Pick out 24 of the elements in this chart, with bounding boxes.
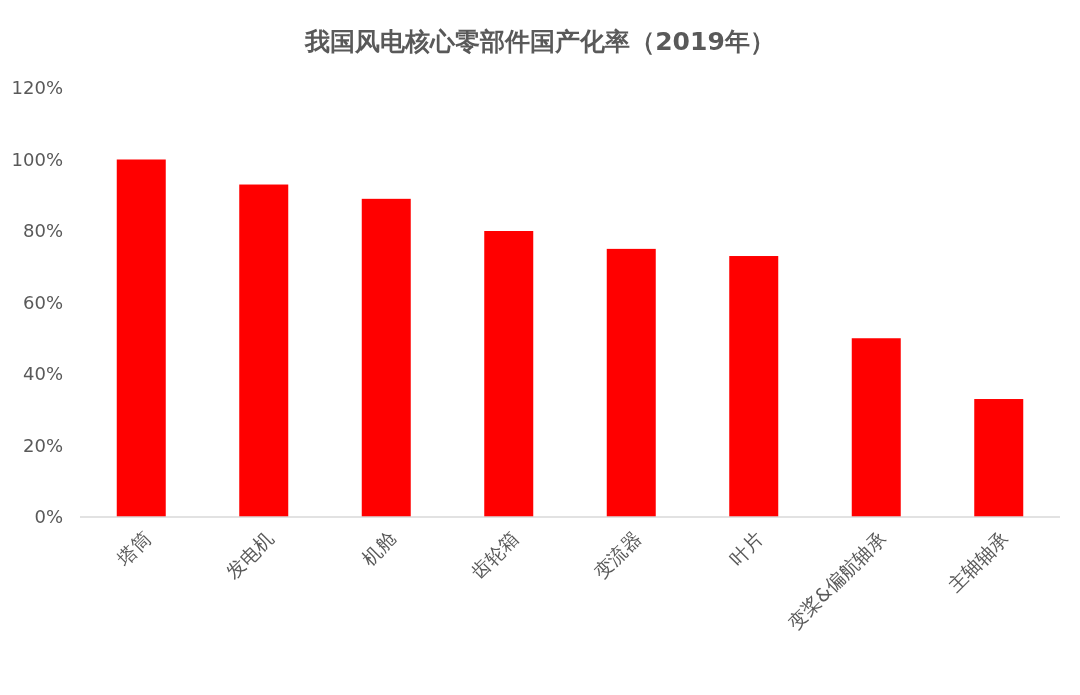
- bar: [606, 248, 656, 517]
- x-tick-label: 变流器: [588, 526, 645, 583]
- x-tick-label: 发电机: [221, 526, 278, 583]
- y-tick-label: 80%: [22, 220, 63, 242]
- y-tick-label: 40%: [22, 363, 63, 385]
- bar: [361, 198, 411, 517]
- y-tick-label: 60%: [22, 291, 63, 313]
- y-tick-label: 100%: [11, 148, 63, 170]
- bar: [729, 256, 779, 517]
- chart-title: 我国风电核心零部件国产化率（2019年）: [304, 27, 775, 56]
- x-tick-label: 齿轮箱: [466, 526, 523, 583]
- bar: [116, 159, 166, 517]
- x-tick-label: 主轴轴承: [942, 526, 1013, 597]
- x-tick-label: 机舱: [357, 526, 400, 570]
- bar: [974, 399, 1024, 517]
- bar: [484, 231, 534, 517]
- x-tick-label: 变桨&偏航轴承: [783, 526, 890, 634]
- bar: [851, 338, 901, 517]
- y-tick-label: 120%: [11, 77, 63, 99]
- x-tick-label: 塔筒: [111, 526, 155, 571]
- bar: [239, 184, 289, 517]
- y-tick-label: 0%: [34, 506, 63, 528]
- x-tick-label: 叶片: [724, 526, 768, 570]
- y-tick-label: 20%: [22, 434, 63, 456]
